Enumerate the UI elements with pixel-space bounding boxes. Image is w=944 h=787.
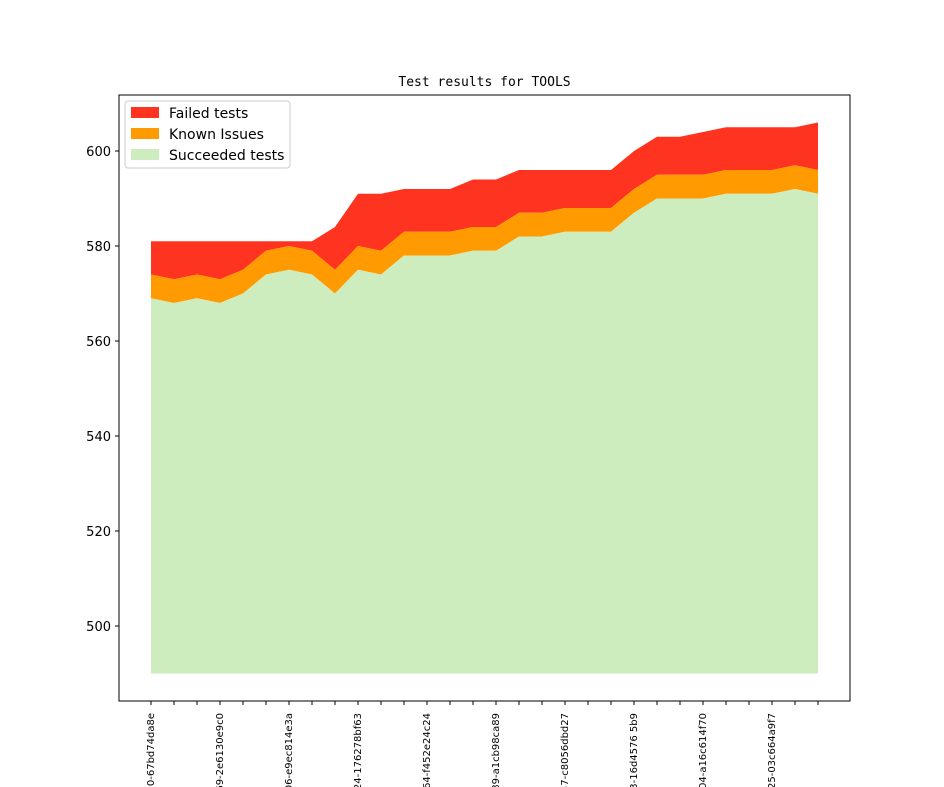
legend-label-succeeded-tests: Succeeded tests: [169, 148, 284, 164]
chart-title: Test results for TOOLS: [398, 75, 570, 90]
x-tick-label: 04-a16c614f70: [698, 713, 709, 787]
area-known-issues: [151, 165, 818, 303]
x-tick-label: 06-e9ec814e3a: [284, 713, 295, 787]
plot-frame: [118, 94, 851, 702]
x-tick-label: 69-2e6130e9c0: [215, 713, 226, 787]
legend-label-failed-tests: Failed tests: [169, 106, 248, 122]
y-tick-label: 500: [86, 620, 111, 635]
x-tick-label: 64-f452e24c24: [422, 713, 433, 787]
area-succeeded-tests: [151, 189, 818, 674]
y-tick-label: 600: [86, 145, 111, 160]
x-tick-label: 24-176278bf63: [353, 713, 364, 787]
legend-swatch-known-issues: [131, 128, 159, 139]
legend-swatch-succeeded-tests: [131, 149, 159, 160]
x-tick-label: 89-a1cb98ca89: [491, 713, 502, 787]
y-tick-label: 540: [86, 430, 111, 445]
x-tick-label: 50-67bd74da8e: [146, 713, 157, 787]
y-tick-label: 520: [86, 525, 111, 540]
area-layers: [151, 122, 818, 674]
x-tick-label: 73-16d4576 5b9: [629, 713, 640, 787]
x-tick-label: 47-c8056dbd27: [560, 713, 571, 787]
legend-label-known-issues: Known Issues: [169, 127, 264, 143]
legend: Failed tests Known Issues Succeeded tests: [124, 100, 291, 169]
y-tick-label: 560: [86, 335, 111, 350]
y-axis: 500 520 540 560 580 600: [86, 145, 119, 635]
x-axis: 50-67bd74da8e 69-2e6130e9c0 06-e9ec814e3a 2…: [146, 701, 819, 787]
legend-swatch-failed-tests: [131, 107, 159, 118]
x-tick-label: 25-03c664a9f7: [767, 713, 778, 787]
legend-box: [124, 100, 291, 169]
y-tick-label: 580: [86, 240, 111, 255]
area-failed-tests: [151, 122, 818, 280]
